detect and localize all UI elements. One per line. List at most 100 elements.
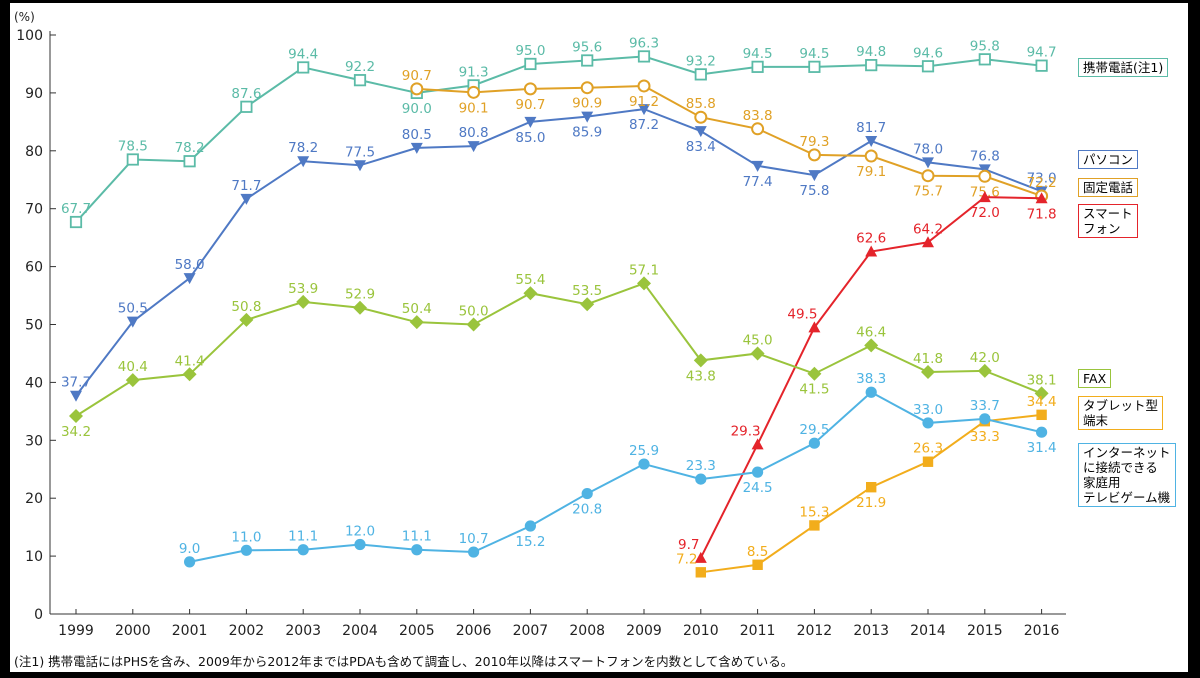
y-tick-label: 20	[25, 491, 43, 507]
data-label: 49.5	[787, 306, 817, 322]
legend-mobile-phone: 携帯電話(注1)	[1078, 58, 1169, 77]
data-point	[865, 59, 878, 72]
data-label: 7.2	[676, 551, 697, 567]
data-label: 53.5	[572, 283, 602, 299]
data-point	[410, 142, 423, 154]
data-label: 34.4	[1027, 394, 1057, 410]
data-point	[922, 236, 934, 248]
x-tick-label: 2005	[399, 623, 435, 639]
data-label: 81.7	[856, 120, 886, 136]
data-label: 31.4	[1027, 440, 1057, 456]
data-label: 94.7	[1027, 45, 1057, 61]
x-tick-label: 2006	[456, 623, 492, 639]
data-point	[580, 297, 595, 312]
data-point	[808, 321, 821, 333]
data-point	[411, 544, 423, 556]
y-tick-label: 50	[25, 318, 43, 334]
data-label: 94.4	[288, 46, 318, 62]
data-label: 50.8	[231, 299, 261, 315]
data-point	[752, 466, 764, 478]
data-label: 50.0	[459, 304, 489, 320]
data-point	[637, 50, 651, 63]
data-label: 41.5	[799, 382, 829, 398]
data-point	[864, 149, 878, 163]
data-label: 94.8	[856, 44, 886, 60]
data-label: 64.2	[913, 221, 943, 237]
data-label: 23.3	[686, 458, 716, 474]
data-label: 21.9	[856, 495, 886, 511]
data-label: 71.7	[231, 178, 261, 194]
x-tick-label: 2011	[740, 623, 776, 639]
data-label: 95.6	[572, 39, 602, 55]
data-point	[524, 57, 537, 71]
data-point	[126, 153, 139, 166]
data-point	[808, 60, 821, 73]
data-point	[296, 294, 311, 309]
data-label: 95.8	[970, 38, 1000, 54]
data-point	[921, 169, 935, 183]
data-label: 24.5	[743, 480, 773, 496]
data-point	[638, 458, 650, 470]
data-label: 90.9	[572, 96, 602, 112]
data-label: 26.3	[913, 441, 943, 457]
data-point	[354, 538, 366, 551]
data-point	[694, 68, 707, 81]
data-label: 11.1	[288, 529, 318, 545]
data-label: 37.7	[61, 375, 91, 391]
data-label: 33.3	[970, 429, 1000, 445]
x-tick-label: 2015	[967, 623, 1003, 639]
data-label: 83.8	[743, 108, 773, 124]
legend-smartphone: スマート フォン	[1078, 204, 1138, 238]
data-point	[638, 104, 650, 116]
data-point	[751, 122, 765, 136]
data-label: 40.4	[118, 359, 148, 375]
x-tick-label: 2013	[853, 623, 889, 639]
data-label: 55.4	[515, 272, 545, 288]
footnote: (注1) 携帯電話にはPHSを含み、2009年から2012年まではPDAも含めて…	[14, 654, 794, 669]
data-point	[354, 160, 366, 172]
data-label: 41.4	[175, 353, 205, 369]
data-label: 33.7	[970, 398, 1000, 414]
x-tick-label: 2012	[797, 623, 833, 639]
data-label: 29.5	[799, 422, 829, 438]
data-label: 96.3	[629, 35, 659, 51]
data-label: 62.6	[856, 231, 886, 247]
data-label: 15.2	[515, 534, 545, 550]
data-label: 75.7	[913, 184, 943, 200]
data-point	[182, 367, 197, 382]
data-label: 58.0	[175, 257, 205, 273]
chart-frame: (%) 0 10 20 30 40 50 60 70 80 90 100 1999 2000 2001 200…	[10, 3, 1188, 672]
data-point	[409, 315, 424, 330]
data-point	[468, 546, 480, 558]
data-label: 67.7	[61, 201, 91, 217]
data-label: 85.9	[572, 125, 602, 141]
data-label: 94.5	[743, 46, 773, 62]
data-label: 33.0	[913, 402, 943, 418]
data-point	[921, 60, 935, 73]
data-label: 95.0	[515, 43, 545, 59]
data-label: 94.5	[799, 46, 829, 62]
data-label: 93.2	[686, 53, 716, 69]
data-point	[524, 116, 537, 128]
data-point	[467, 141, 480, 153]
data-point	[580, 81, 594, 95]
data-point	[297, 544, 309, 556]
data-point	[410, 82, 424, 96]
data-label: 75.8	[799, 183, 829, 199]
legend-tablet: タブレット型 端末	[1078, 396, 1164, 430]
y-tick-label: 60	[25, 260, 43, 276]
data-point	[184, 556, 196, 568]
x-tick-label: 2008	[569, 623, 605, 639]
data-point	[1036, 426, 1048, 438]
data-point	[979, 413, 991, 425]
x-tick-label: 2002	[229, 623, 265, 639]
data-label: 77.4	[743, 174, 773, 190]
data-label: 73.0	[1027, 170, 1057, 186]
data-label: 20.8	[572, 502, 602, 518]
x-tick-label: 2004	[342, 623, 378, 639]
data-point	[581, 111, 594, 123]
y-tick-label: 30	[25, 433, 43, 449]
data-label: 90.0	[402, 101, 432, 117]
data-point	[978, 191, 991, 203]
x-tick-label: 2009	[626, 623, 662, 639]
